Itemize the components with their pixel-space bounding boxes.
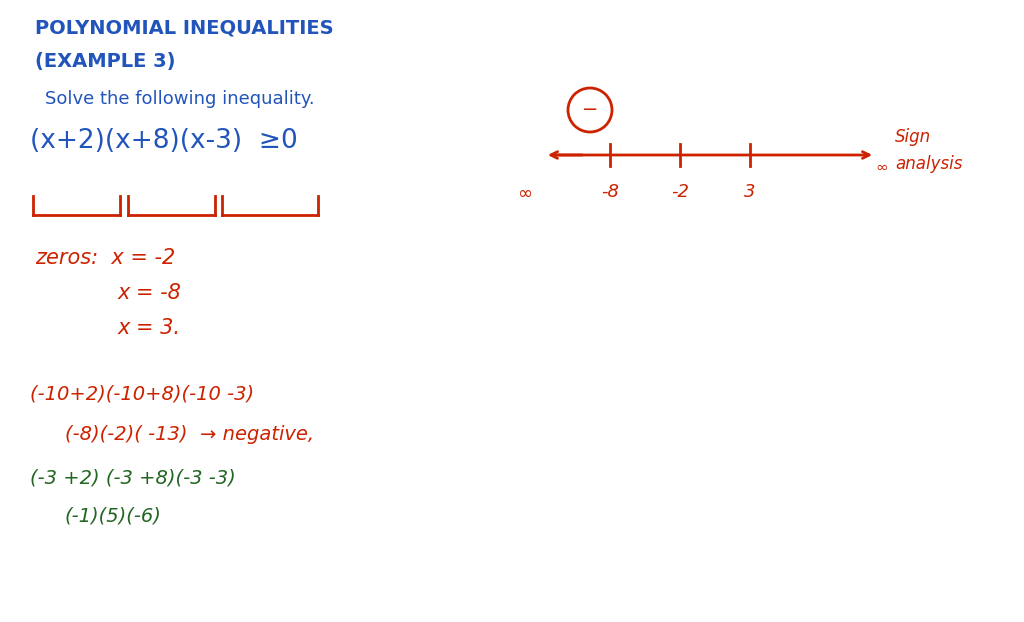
Text: Sign: Sign	[895, 128, 931, 146]
Text: Solve the following inequality.: Solve the following inequality.	[45, 90, 314, 108]
Text: −: −	[582, 101, 598, 119]
Text: 3: 3	[744, 183, 756, 201]
Text: -8: -8	[601, 183, 618, 201]
Text: x = 3.: x = 3.	[118, 318, 181, 338]
Text: zeros:  x = -2: zeros: x = -2	[35, 248, 175, 268]
Text: POLYNOMIAL INEQUALITIES: POLYNOMIAL INEQUALITIES	[35, 18, 334, 37]
Text: (-10+2)(-10+8)(-10 -3): (-10+2)(-10+8)(-10 -3)	[30, 385, 254, 404]
Text: (-8)(-2)( -13)  → negative,: (-8)(-2)( -13) → negative,	[65, 425, 314, 444]
Text: (x+2)(x+8)(x-3)  ≥0: (x+2)(x+8)(x-3) ≥0	[30, 128, 298, 154]
Text: x = -8: x = -8	[118, 283, 182, 303]
Text: (-1)(5)(-6): (-1)(5)(-6)	[65, 507, 162, 526]
Text: (EXAMPLE 3): (EXAMPLE 3)	[35, 52, 175, 71]
Text: ∞: ∞	[874, 160, 888, 175]
Text: (-3 +2) (-3 +8)(-3 -3): (-3 +2) (-3 +8)(-3 -3)	[30, 468, 236, 487]
Text: -2: -2	[671, 183, 689, 201]
Text: ∞: ∞	[517, 185, 532, 203]
Text: analysis: analysis	[895, 155, 963, 173]
